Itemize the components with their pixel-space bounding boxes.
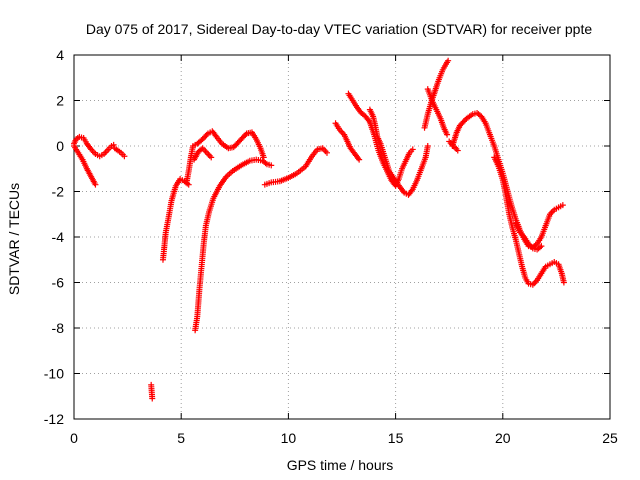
x-axis-label: GPS time / hours (287, 457, 394, 473)
data-point (121, 153, 128, 160)
series-arc1b (71, 143, 99, 188)
y-axis-label: SDTVAR / TECUs (6, 183, 22, 295)
data-point (444, 131, 451, 138)
series-arc1a (71, 133, 117, 160)
data-point (110, 141, 117, 148)
data-point (323, 149, 330, 156)
series-arc12 (424, 86, 451, 138)
data-point (424, 143, 431, 149)
y-tick-label: -4 (52, 229, 65, 245)
data-point (409, 146, 416, 153)
data-point (242, 131, 249, 138)
y-tick-label: -2 (52, 184, 65, 200)
data-point (208, 154, 215, 161)
data-point (560, 279, 567, 286)
y-tick-label: -12 (44, 411, 64, 427)
y-tick-label: -6 (52, 275, 65, 291)
series-arc1c (111, 145, 128, 160)
data-point (445, 57, 452, 64)
y-tick-label: 4 (56, 47, 64, 63)
x-tick-label: 5 (177, 430, 185, 446)
y-tick-label: 0 (56, 138, 64, 154)
series-arc2 (148, 381, 156, 402)
series-arc3 (159, 175, 192, 263)
y-tick-label: 2 (56, 93, 64, 109)
data-point (454, 147, 461, 154)
x-tick-label: 25 (602, 430, 618, 446)
chart-title: Day 075 of 2017, Sidereal Day-to-day VTE… (86, 21, 593, 37)
data-points (71, 57, 567, 402)
data-point (149, 395, 156, 402)
x-tick-label: 20 (495, 430, 511, 446)
data-point (356, 156, 363, 163)
series-arc13 (449, 110, 566, 251)
x-tick-label: 15 (388, 430, 404, 446)
data-point (268, 162, 275, 169)
data-point (92, 181, 99, 188)
x-tick-label: 10 (281, 430, 297, 446)
series-arc8 (332, 120, 363, 163)
data-point (538, 243, 545, 250)
series-arc5 (192, 156, 275, 334)
y-tick-label: -8 (52, 320, 65, 336)
series-arc6 (191, 145, 215, 163)
series-arc7 (261, 145, 330, 188)
series-arc4 (183, 128, 267, 186)
series-arc14 (446, 138, 461, 154)
series-arc16 (512, 220, 545, 253)
series-arc10 (366, 106, 431, 198)
series-arc15 (491, 154, 567, 288)
series-arc11 (421, 57, 452, 131)
grid (74, 55, 610, 419)
data-point (559, 202, 566, 209)
axis-ticks: 0 5 10 15 20 25 -12 -10 -8 -6 -4 -2 0 2 4 (44, 47, 618, 446)
y-tick-label: -10 (44, 366, 64, 382)
x-tick-label: 0 (70, 430, 78, 446)
